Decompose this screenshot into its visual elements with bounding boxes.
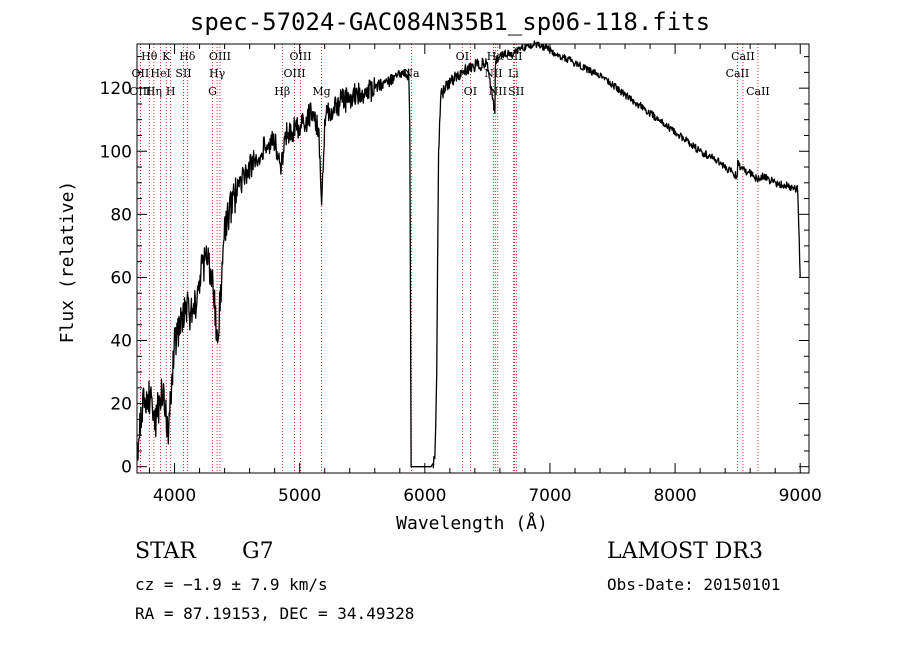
spectral-line-label: Hβ: [274, 85, 290, 98]
spectral-line-label: Hδ: [179, 50, 196, 63]
spectral-line-label: Mg: [312, 85, 330, 98]
spectral-line-label: H: [166, 85, 176, 98]
x-tick-label: 6000: [403, 486, 446, 506]
y-axis-label: Flux (relative): [57, 181, 78, 344]
y-axis-ticks: 0 20 40 60 80 100 120: [100, 56, 809, 478]
flux-series-line: [136, 40, 801, 469]
spectral-line-label: CaII: [726, 67, 750, 80]
spectral-line-label: Li: [508, 67, 519, 80]
x-tick-label: 4000: [153, 486, 196, 506]
spectral-line-label: NII: [489, 85, 507, 98]
spectral-line-label: OIII: [290, 50, 312, 63]
y-tick-label: 40: [110, 332, 132, 352]
spectral-line-labels: Hθ OII OIII K HeI Hη SII H Hδ OIII Hγ G Hβ OIII OIII Mg…: [129, 50, 769, 98]
spectral-line-label: OIII: [209, 50, 231, 63]
obs-date-text: Obs-Date: 20150101: [607, 575, 781, 594]
y-tick-label: 0: [121, 458, 132, 478]
spectral-line-label: K: [162, 50, 171, 63]
spectral-line-markers: [139, 44, 759, 473]
spectral-line-label: SII: [508, 85, 524, 98]
x-tick-label: 8000: [653, 486, 696, 506]
spectral-line-label: Hγ: [209, 67, 226, 80]
spectral-line-label: SII: [175, 67, 191, 80]
spectral-line-label: Na: [403, 67, 420, 80]
x-axis-ticks: 4000 5000 6000 7000 8000 9000: [149, 44, 822, 506]
object-class: STAR: [135, 539, 196, 564]
y-tick-label: 120: [100, 79, 132, 99]
y-tick-label: 100: [100, 142, 132, 162]
spectral-line-label: OIII: [129, 85, 151, 98]
spectral-line-label: Hη: [146, 85, 162, 98]
x-tick-label: 7000: [528, 486, 571, 506]
spectral-line-label: SII: [506, 50, 522, 63]
spectral-line-label: CaII: [731, 50, 755, 63]
survey-name: LAMOST DR3: [607, 539, 763, 564]
y-tick-label: 80: [110, 205, 132, 225]
spectral-line-label: OIII: [284, 67, 306, 80]
coordinates-text: RA = 87.19153, DEC = 34.49328: [135, 604, 415, 623]
spectral-line-label: HeI: [150, 67, 170, 80]
spectral-line-label: G: [208, 85, 217, 98]
spectral-line-label: OI: [456, 50, 469, 63]
x-tick-label: 9000: [779, 486, 822, 506]
spectral-line-label: Hθ: [141, 50, 158, 63]
plot-frame: [136, 43, 810, 474]
x-axis-label: Wavelength (Å): [396, 512, 548, 534]
y-tick-label: 20: [110, 395, 132, 415]
redshift-text: cz = −1.9 ± 7.9 km/s: [135, 575, 328, 594]
object-subclass: G7: [242, 539, 274, 564]
spectral-line-label: NII: [484, 67, 502, 80]
y-tick-label: 60: [110, 268, 132, 288]
spectral-line-label: OI: [464, 85, 477, 98]
spectral-line-label: OII: [132, 67, 150, 80]
chart-title: spec-57024-GAC084N35B1_sp06-118.fits: [189, 8, 711, 36]
spectral-line-label: Hα: [487, 50, 505, 63]
spectral-line-label: CaII: [746, 85, 770, 98]
x-tick-label: 5000: [278, 486, 321, 506]
